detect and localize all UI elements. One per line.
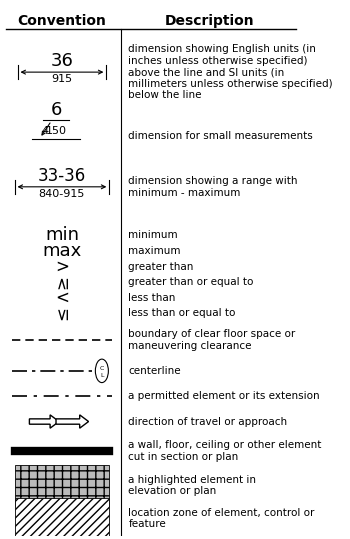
Text: dimension for small measurements: dimension for small measurements xyxy=(128,131,313,141)
Text: 6: 6 xyxy=(50,101,62,119)
Polygon shape xyxy=(29,415,59,428)
Text: 33-36: 33-36 xyxy=(38,167,86,185)
Text: location zone of element, control or
feature: location zone of element, control or fea… xyxy=(128,508,315,529)
Text: boundary of clear floor space or
maneuvering clearance: boundary of clear floor space or maneuve… xyxy=(128,329,296,351)
Text: Description: Description xyxy=(165,15,255,29)
Text: centerline: centerline xyxy=(128,366,181,376)
Text: Convention: Convention xyxy=(18,15,106,29)
Text: C: C xyxy=(100,365,104,371)
Text: 4: 4 xyxy=(41,126,48,136)
Text: 915: 915 xyxy=(51,74,72,84)
Text: less than or equal to: less than or equal to xyxy=(128,308,236,318)
Text: min: min xyxy=(45,226,79,244)
Text: less than: less than xyxy=(128,293,176,303)
Text: L: L xyxy=(100,372,104,378)
Text: <: < xyxy=(55,289,69,307)
Text: a permitted element or its extension: a permitted element or its extension xyxy=(128,391,320,402)
Text: greater than or equal to: greater than or equal to xyxy=(128,277,254,287)
Text: minimum: minimum xyxy=(128,230,178,240)
Text: ≤: ≤ xyxy=(53,306,71,320)
Text: greater than: greater than xyxy=(128,262,194,272)
Text: dimension showing a range with
minimum - maximum: dimension showing a range with minimum -… xyxy=(128,176,298,198)
Text: direction of travel or approach: direction of travel or approach xyxy=(128,417,288,426)
Bar xyxy=(15,465,109,506)
Text: dimension showing English units (in
inches unless otherwise specified)
above the: dimension showing English units (in inch… xyxy=(128,44,333,100)
Text: ≥: ≥ xyxy=(53,275,71,289)
Text: a highlighted element in
elevation or plan: a highlighted element in elevation or pl… xyxy=(128,475,257,496)
Text: max: max xyxy=(42,242,82,260)
Text: 150: 150 xyxy=(46,126,66,136)
Text: 36: 36 xyxy=(50,52,74,70)
Text: a wall, floor, ceiling or other element
cut in section or plan: a wall, floor, ceiling or other element … xyxy=(128,440,322,462)
Polygon shape xyxy=(56,415,89,428)
Text: 840-915: 840-915 xyxy=(39,189,85,199)
Text: >: > xyxy=(55,258,69,276)
Bar xyxy=(15,499,109,539)
Text: maximum: maximum xyxy=(128,246,181,256)
